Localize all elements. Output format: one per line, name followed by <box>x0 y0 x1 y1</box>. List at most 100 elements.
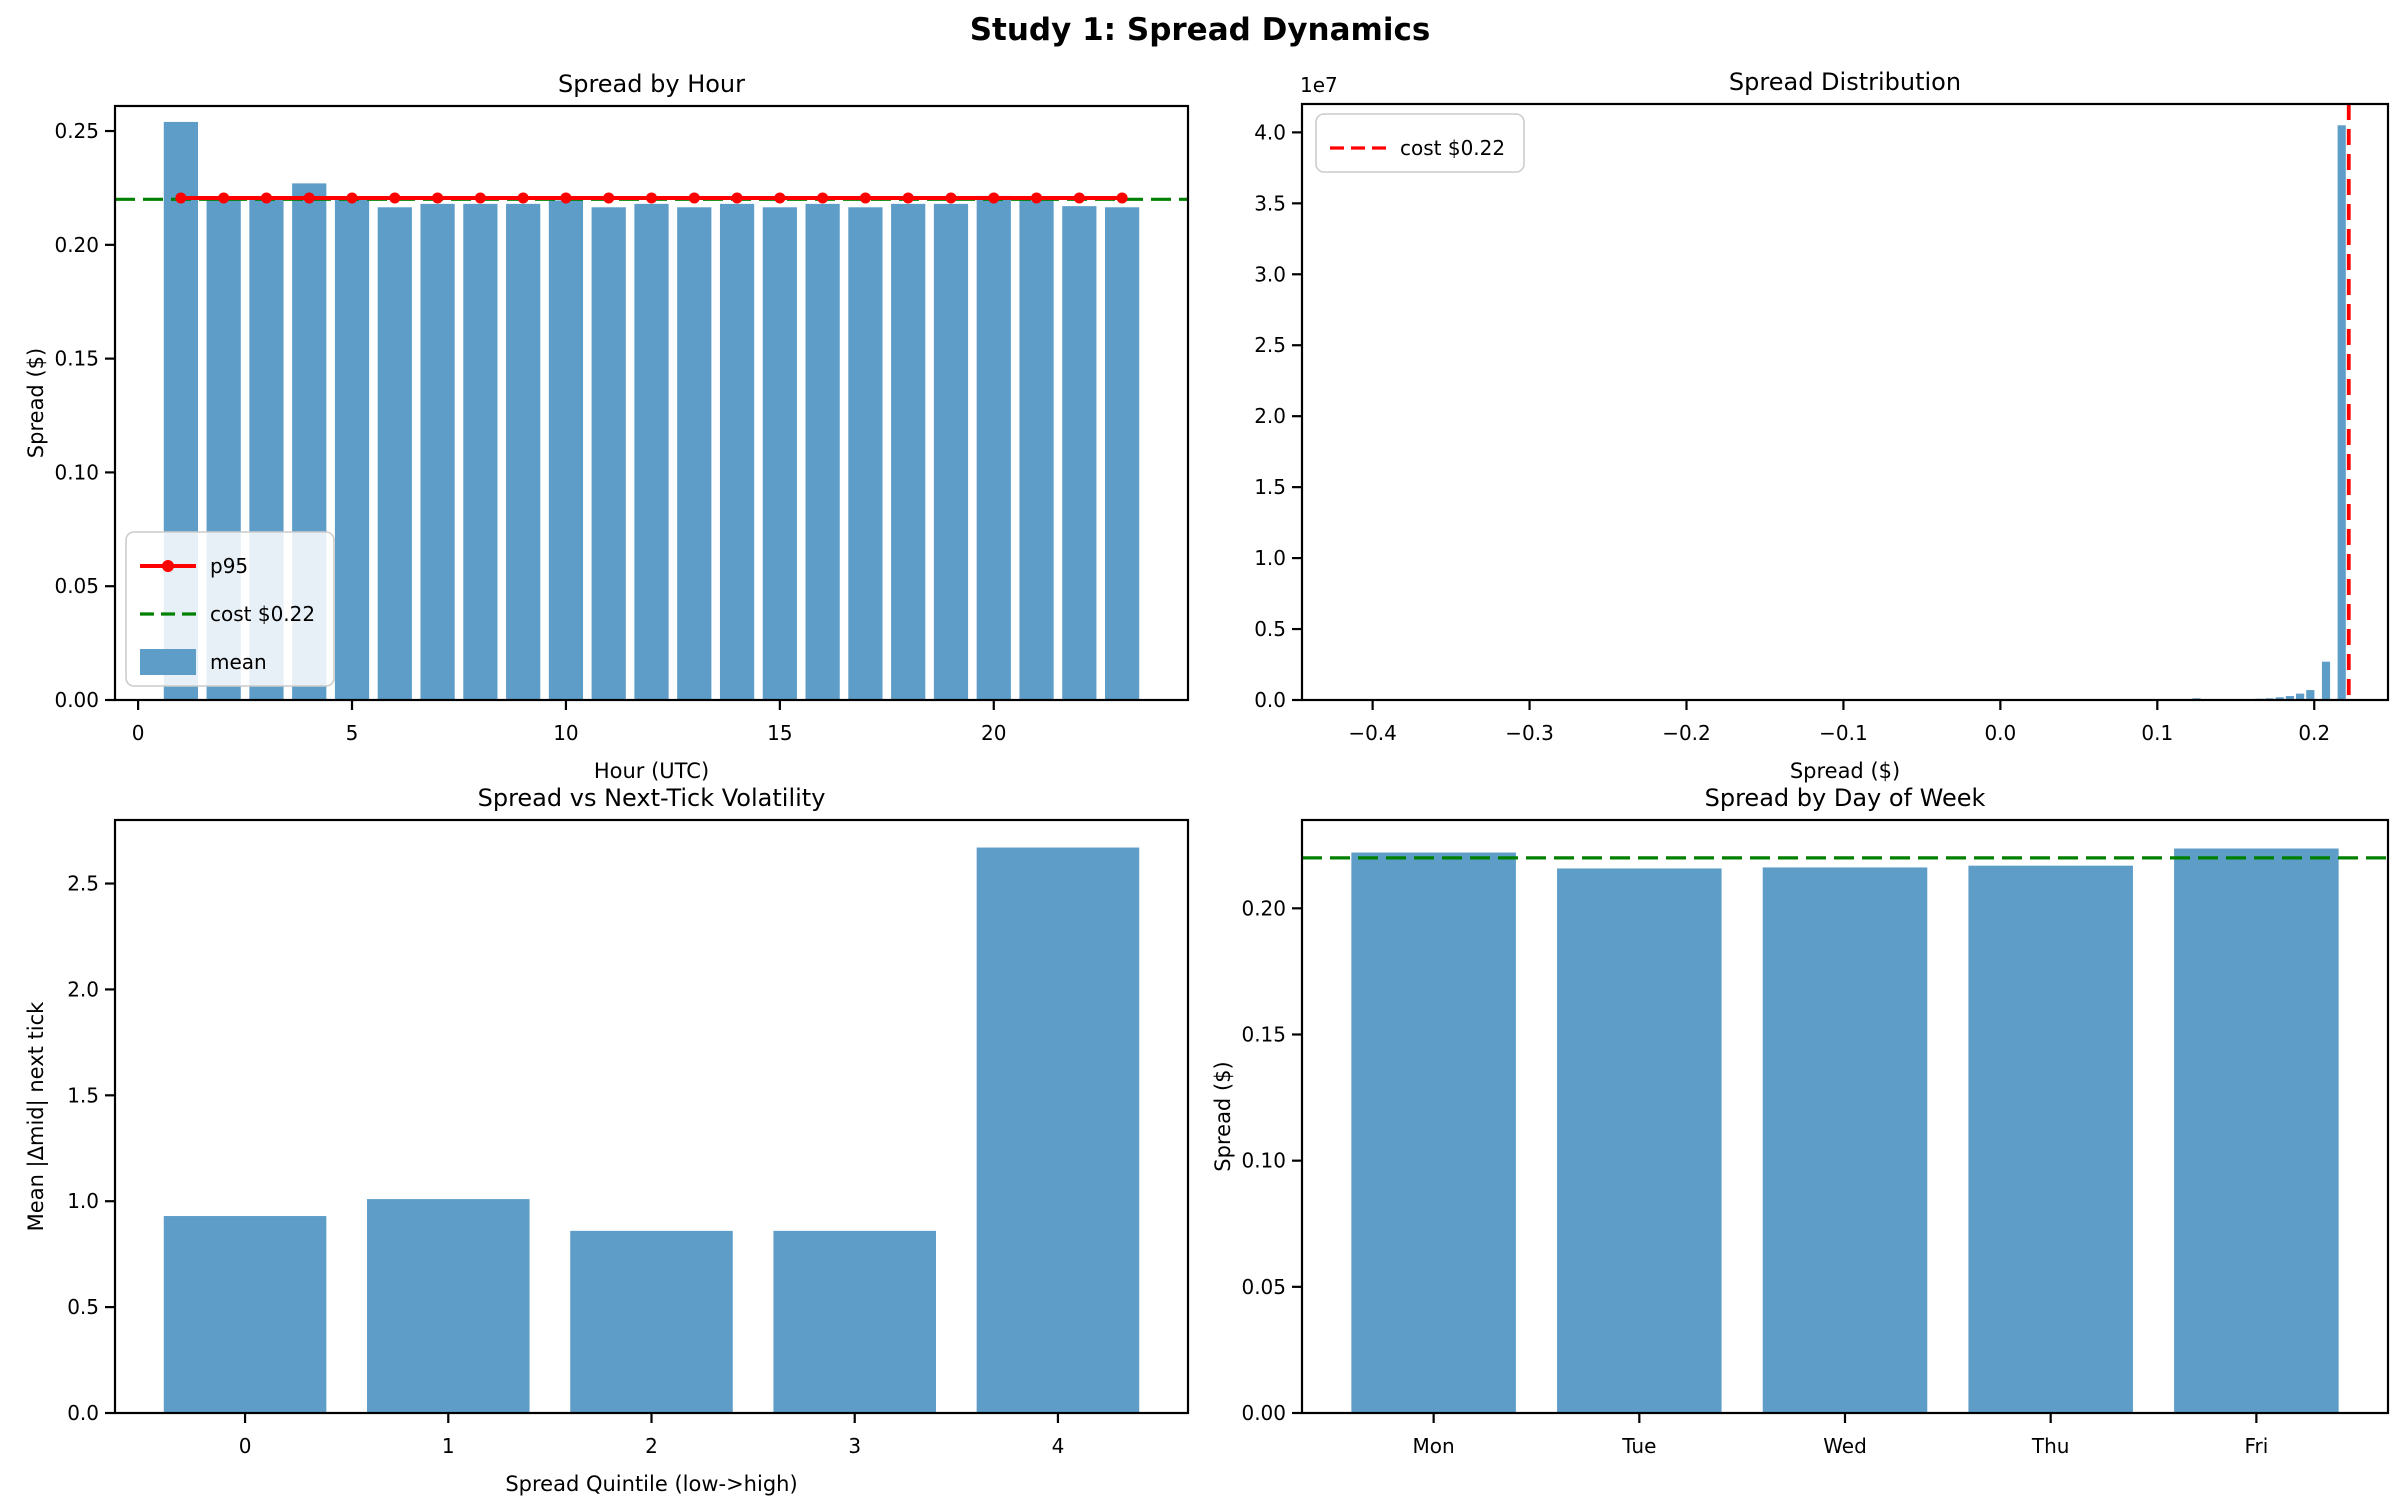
bar <box>976 847 1140 1413</box>
chart-text: 1.5 <box>1254 475 1286 499</box>
histogram-bar <box>2321 661 2331 700</box>
bar <box>506 203 541 701</box>
chart-text: 0.20 <box>1241 896 1286 920</box>
chart-text: 4 <box>1052 1434 1065 1458</box>
p95-marker <box>646 192 657 204</box>
chart-text: 0.05 <box>1241 1275 1286 1299</box>
bar <box>1762 867 1928 1413</box>
chart-text: 1 <box>442 1434 455 1458</box>
chart-text: Tue <box>1621 1434 1656 1458</box>
chart-text: 0 <box>132 721 145 745</box>
p95-marker <box>346 192 358 204</box>
x-axis-label: Spread ($) <box>1790 759 1900 783</box>
chart-text: 0.1 <box>2141 721 2173 745</box>
axes-frame <box>113 104 1190 702</box>
p95-marker <box>603 192 615 204</box>
x-axis-label: Hour (UTC) <box>594 759 709 783</box>
bar <box>377 207 412 700</box>
chart-text: 0.15 <box>1241 1022 1286 1046</box>
bar <box>548 200 584 700</box>
chart-text: 0 <box>239 1434 252 1458</box>
bar <box>976 195 1011 700</box>
bar <box>591 207 626 700</box>
bar <box>1105 207 1140 700</box>
bar <box>677 207 712 700</box>
chart-text: 3.0 <box>1254 262 1286 286</box>
chart-text: 0.10 <box>54 460 99 484</box>
p95-marker <box>474 192 486 204</box>
histogram-bar <box>2337 125 2346 701</box>
p95-marker <box>1116 192 1128 204</box>
p95-marker <box>817 192 829 204</box>
chart-title: Spread by Hour <box>558 70 745 98</box>
p95-marker <box>688 192 700 204</box>
histogram-bar <box>2306 690 2315 700</box>
bar <box>366 1199 530 1413</box>
chart-text: 3.5 <box>1254 191 1286 215</box>
legend-label: p95 <box>210 554 248 578</box>
chart-text: 1.5 <box>67 1083 99 1107</box>
chart-spread-by-hour: 0 5 10 15 20 0.00 0.05 0.10 0.15 0.20 0.25 Spread b… <box>24 70 1190 783</box>
bar <box>2174 848 2339 1413</box>
chart-text: −0.2 <box>1662 721 1711 745</box>
bar <box>848 207 883 700</box>
y-axis-offset-text: 1e7 <box>1300 73 1338 97</box>
p95-marker <box>389 192 401 204</box>
chart-text: 10 <box>553 721 578 745</box>
chart-text: 0.10 <box>1241 1149 1286 1173</box>
chart-text: 3 <box>848 1434 861 1458</box>
bar <box>1351 852 1516 1413</box>
chart-text: 0.2 <box>2298 721 2330 745</box>
bar <box>463 203 498 701</box>
chart-text: 0.5 <box>1254 617 1286 641</box>
chart-text: 0.00 <box>1241 1401 1286 1425</box>
legend-box <box>1315 113 1525 173</box>
chart-text: 0.20 <box>54 233 99 257</box>
chart-text: 0.00 <box>54 688 99 712</box>
chart-text: 0.0 <box>1984 721 2016 745</box>
p95-marker <box>988 192 1000 204</box>
chart-text: 4.0 <box>1254 120 1286 144</box>
bar <box>1019 200 1054 700</box>
p95-marker <box>774 192 786 204</box>
p95-marker <box>303 192 315 204</box>
histogram-bar <box>2296 693 2305 700</box>
chart-text: 1.0 <box>1254 546 1286 570</box>
bar <box>634 203 669 701</box>
chart-text: 0.25 <box>54 119 99 143</box>
bar <box>1062 206 1097 700</box>
y-axis-label: Spread ($) <box>1211 1061 1235 1171</box>
p95-marker <box>1031 192 1043 204</box>
chart-text: −0.4 <box>1348 721 1397 745</box>
chart-text: 0.05 <box>54 574 99 598</box>
p95-marker <box>731 192 743 204</box>
chart-title: Spread vs Next-Tick Volatility <box>478 784 826 812</box>
figure-title: Study 1: Spread Dynamics <box>969 12 1431 48</box>
legend-label: cost $0.22 <box>1400 136 1505 160</box>
legend-swatch-marker <box>162 560 174 572</box>
chart-text: 0.0 <box>1254 688 1286 712</box>
p95-marker <box>1073 192 1085 204</box>
chart-text: 5 <box>346 721 359 745</box>
axes-frame <box>1300 102 2390 702</box>
chart-spread-vs-next-tick-volatility: 0 1 2 3 4 0.0 0.5 1.0 1.5 2.0 2.5 Spread vs Next-Ti… <box>24 784 1190 1496</box>
bar <box>719 203 755 701</box>
chart-text: 2.5 <box>67 872 99 896</box>
bar <box>891 203 926 701</box>
p95-marker <box>175 192 187 204</box>
histogram-bar <box>2275 697 2284 700</box>
chart-text: 2.0 <box>1254 404 1286 428</box>
y-axis-label: Spread ($) <box>24 348 48 458</box>
p95-marker <box>517 192 529 204</box>
legend: p95 cost $0.22 mean <box>125 531 335 687</box>
bar <box>933 203 969 701</box>
p95-marker <box>859 192 871 204</box>
chart-text: Fri <box>2244 1434 2268 1458</box>
bar <box>334 198 370 700</box>
chart-text: 2.0 <box>67 977 99 1001</box>
chart-text: Thu <box>2031 1434 2070 1458</box>
legend-label: mean <box>210 650 267 674</box>
bar <box>420 203 455 701</box>
